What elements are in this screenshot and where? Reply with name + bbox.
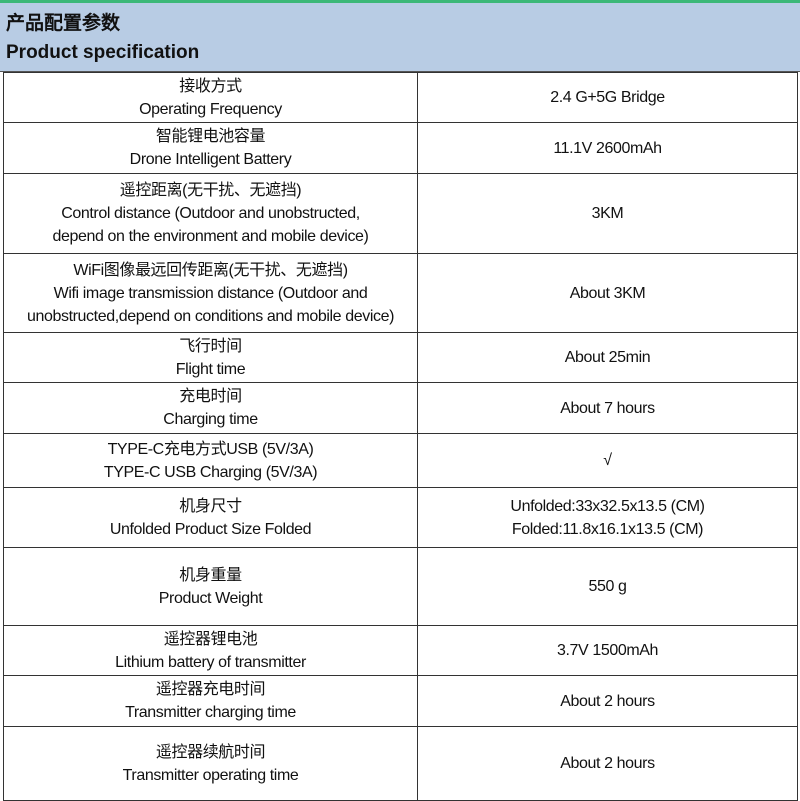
spec-label-line: 机身重量 xyxy=(179,566,242,584)
spec-value-line: About 2 hours xyxy=(560,755,655,772)
spec-value-line: About 25min xyxy=(564,349,651,366)
spec-value: 550 g xyxy=(417,547,798,626)
spec-row: 遥控器锂电池 Lithium battery of transmitter 3.7V… xyxy=(3,625,798,676)
top-accent-line xyxy=(0,0,800,3)
spec-label-line: Flight time xyxy=(175,360,246,378)
spec-label: 机身重量 Product Weight xyxy=(3,547,418,626)
spec-value: About 7 hours xyxy=(417,382,798,434)
spec-value-line: Unfolded:33x32.5x13.5 (CM) xyxy=(510,497,705,515)
spec-label: 遥控距离(无干扰、无遮挡) Control distance (Outdoor a… xyxy=(3,173,418,254)
spec-label: 遥控器续航时间 Transmitter operating time xyxy=(3,726,418,801)
spec-row: 飞行时间 Flight time About 25min xyxy=(3,332,798,383)
spec-value: 11.1V 2600mAh xyxy=(417,122,798,174)
spec-label-line: 遥控器续航时间 xyxy=(155,743,266,761)
spec-label-line: depend on the environment and mobile dev… xyxy=(52,228,369,245)
spec-value: About 2 hours xyxy=(417,675,798,727)
spec-value: 2.4 G+5G Bridge xyxy=(417,72,798,123)
spec-label-line: Drone Intelligent Battery xyxy=(129,151,292,168)
spec-row: 机身重量 Product Weight 550 g xyxy=(3,547,798,626)
spec-value-line: About 7 hours xyxy=(560,399,655,417)
spec-label: TYPE-C充电方式USB (5V/3A) TYPE-C USB Charging… xyxy=(3,433,418,488)
spec-label-line: Operating Frequency xyxy=(139,100,282,118)
spec-value: About 2 hours xyxy=(417,726,798,801)
spec-row: 遥控距离(无干扰、无遮挡) Control distance (Outdoor a… xyxy=(3,173,798,254)
spec-value: √ xyxy=(417,433,798,488)
spec-label: 遥控器充电时间 Transmitter charging time xyxy=(3,675,418,727)
spec-value: Unfolded:33x32.5x13.5 (CM) Folded:11.8x16… xyxy=(417,487,798,548)
spec-value-line: About 3KM xyxy=(569,284,646,302)
spec-label-line: unobstructed,depend on conditions and mo… xyxy=(26,307,395,325)
spec-label: 智能锂电池容量 Drone Intelligent Battery xyxy=(3,122,418,174)
spec-value-line: About 2 hours xyxy=(560,692,655,710)
spec-row: 遥控器充电时间 Transmitter charging time About 2 … xyxy=(3,675,798,727)
spec-label-line: 接收方式 xyxy=(179,77,242,95)
spec-label: 飞行时间 Flight time xyxy=(3,332,418,383)
spec-label: WiFi图像最远回传距离(无干扰、无遮挡) Wifi image transmis… xyxy=(3,253,418,333)
spec-label-line: Charging time xyxy=(163,411,258,428)
spec-label-line: Product Weight xyxy=(158,589,263,607)
spec-value-line: 3.7V 1500mAh xyxy=(556,642,659,659)
spec-label-line: Transmitter charging time xyxy=(125,704,296,721)
title-cn: 产品配置参数 xyxy=(6,13,121,34)
spec-table: 接收方式 Operating Frequency 2.4 G+5G Bridge 智能… xyxy=(3,72,798,801)
spec-label-line: 飞行时间 xyxy=(179,337,242,355)
spec-row: 机身尺寸 Unfolded Product Size Folded Unfolded… xyxy=(3,487,798,548)
spec-value-line: 2.4 G+5G Bridge xyxy=(550,89,665,106)
spec-label: 充电时间 Charging time xyxy=(3,382,418,434)
spec-label-line: Transmitter operating time xyxy=(122,766,299,784)
spec-label: 接收方式 Operating Frequency xyxy=(3,72,418,123)
spec-label-line: Wifi image transmission distance (Outdoo… xyxy=(53,284,368,302)
spec-row: 遥控器续航时间 Transmitter operating time About 2… xyxy=(3,726,798,801)
spec-label-line: 充电时间 xyxy=(179,388,242,405)
spec-label-line: Unfolded Product Size Folded xyxy=(109,520,312,538)
spec-value: 3.7V 1500mAh xyxy=(417,625,798,676)
spec-label-line: TYPE-C充电方式USB (5V/3A) xyxy=(107,440,314,458)
spec-label-line: TYPE-C USB Charging (5V/3A) xyxy=(103,463,318,481)
spec-value: About 25min xyxy=(417,332,798,383)
spec-value: About 3KM xyxy=(417,253,798,333)
spec-header: 产品配置参数 Product specification xyxy=(0,3,800,72)
spec-label-line: 遥控距离(无干扰、无遮挡) xyxy=(119,182,302,199)
spec-row: 智能锂电池容量 Drone Intelligent Battery 11.1V 26… xyxy=(3,122,798,174)
spec-label-line: 遥控器充电时间 xyxy=(155,681,266,698)
spec-label: 机身尺寸 Unfolded Product Size Folded xyxy=(3,487,418,548)
spec-value-line: 11.1V 2600mAh xyxy=(553,139,662,157)
title-en: Product specification xyxy=(6,42,200,63)
spec-label-line: Control distance (Outdoor and unobstruct… xyxy=(61,205,360,222)
spec-row: TYPE-C充电方式USB (5V/3A) TYPE-C USB Charging… xyxy=(3,433,798,488)
spec-row: 充电时间 Charging time About 7 hours xyxy=(3,382,798,434)
spec-label-line: 机身尺寸 xyxy=(179,497,242,515)
spec-label-line: 智能锂电池容量 xyxy=(155,128,266,145)
spec-value-line: Folded:11.8x16.1x13.5 (CM) xyxy=(511,520,704,538)
spec-value-line: 3KM xyxy=(591,205,624,222)
spec-value-line: √ xyxy=(603,452,612,469)
spec-label: 遥控器锂电池 Lithium battery of transmitter xyxy=(3,625,418,676)
spec-value: 3KM xyxy=(417,173,798,254)
spec-row: 接收方式 Operating Frequency 2.4 G+5G Bridge xyxy=(3,72,798,123)
spec-label-line: Lithium battery of transmitter xyxy=(115,653,306,671)
spec-label-line: WiFi图像最远回传距离(无干扰、无遮挡) xyxy=(73,261,348,279)
spec-row: WiFi图像最远回传距离(无干扰、无遮挡) Wifi image transmis… xyxy=(3,253,798,333)
spec-value-line: 550 g xyxy=(588,578,627,595)
spec-label-line: 遥控器锂电池 xyxy=(163,630,258,648)
